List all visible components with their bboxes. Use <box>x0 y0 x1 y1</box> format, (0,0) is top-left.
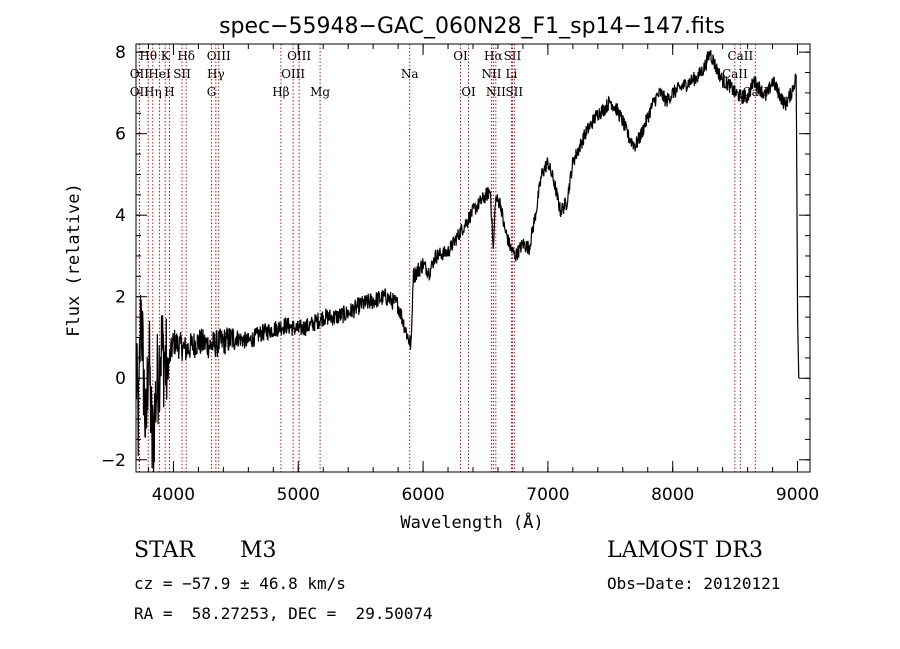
x-axis-label: Wavelength (Å) <box>400 511 543 533</box>
line-marker-label: Na <box>401 67 419 81</box>
y-axis-label: Flux (relative) <box>64 183 84 337</box>
line-marker-label: OII <box>130 85 150 99</box>
x-tick-label: 7000 <box>526 485 569 505</box>
axes <box>135 43 811 473</box>
line-marker-label: NII <box>486 85 506 99</box>
y-tick-label: 2 <box>115 288 126 308</box>
line-marker-label: Hδ <box>177 49 195 63</box>
line-marker-label: OI <box>461 85 476 99</box>
line-marker-label: Mg <box>310 85 330 99</box>
observation-date: Obs−Date: 20120121 <box>607 574 781 593</box>
x-tick-label: 5000 <box>277 485 320 505</box>
line-marker-label: Hβ <box>272 85 289 99</box>
x-tick-label: 9000 <box>776 485 819 505</box>
line-marker-label: OI <box>453 49 468 63</box>
line-marker-label: Li <box>506 67 518 81</box>
line-marker-label: Hθ <box>139 49 157 63</box>
x-tick-label: 4000 <box>152 485 195 505</box>
line-marker-label: NII <box>481 67 501 81</box>
tick-labels: 4000 5000 6000 7000 8000 9000 −2 0 2 4 6 8 <box>101 43 819 505</box>
survey-name: LAMOST DR3 <box>607 538 763 563</box>
x-tick-label: 8000 <box>651 485 694 505</box>
line-marker-label: HeI <box>148 67 171 81</box>
line-marker-label: K <box>161 49 171 63</box>
line-marker-label: G <box>207 85 217 99</box>
y-tick-label: 6 <box>115 125 126 145</box>
line-marker-label: OIII <box>287 49 311 63</box>
coordinates: RA = 58.27253, DEC = 29.50074 <box>134 604 433 623</box>
plot-frame <box>135 43 811 473</box>
line-marker-label: H <box>164 85 174 99</box>
line-marker-label: CaII <box>722 67 748 81</box>
line-marker-label: Hη <box>144 85 162 99</box>
line-marker-label: OIII <box>281 67 305 81</box>
object-class: STAR <box>134 538 195 563</box>
line-marker-label: Hα <box>484 49 503 63</box>
x-tick-label: 6000 <box>401 485 444 505</box>
line-marker-label: Hγ <box>207 67 225 81</box>
line-marker-label: OIII <box>207 49 231 63</box>
line-marker-label: OII <box>130 67 150 81</box>
y-tick-label: 8 <box>115 43 126 63</box>
spectrum-line <box>135 50 800 472</box>
y-tick-label: 4 <box>115 206 126 226</box>
y-tick-label: 0 <box>115 369 126 389</box>
object-subclass: M3 <box>240 538 277 563</box>
line-marker-label: SII <box>505 85 523 99</box>
line-marker-label: SII <box>504 49 522 63</box>
chart-title: spec−55948−GAC_060N28_F1_sp14−147.fits <box>219 14 725 39</box>
y-tick-label: −2 <box>101 451 126 471</box>
line-marker-label: CaII <box>727 49 753 63</box>
redshift-cz: cz = −57.9 ± 46.8 km/s <box>134 574 346 593</box>
line-marker-label: SII <box>173 67 191 81</box>
